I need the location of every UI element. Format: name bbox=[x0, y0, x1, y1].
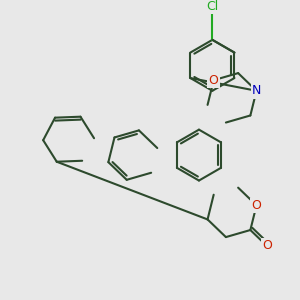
Text: O: O bbox=[262, 239, 272, 252]
Text: N: N bbox=[252, 84, 261, 97]
Text: O: O bbox=[251, 199, 261, 212]
Text: O: O bbox=[209, 74, 219, 87]
Text: Cl: Cl bbox=[206, 0, 218, 13]
